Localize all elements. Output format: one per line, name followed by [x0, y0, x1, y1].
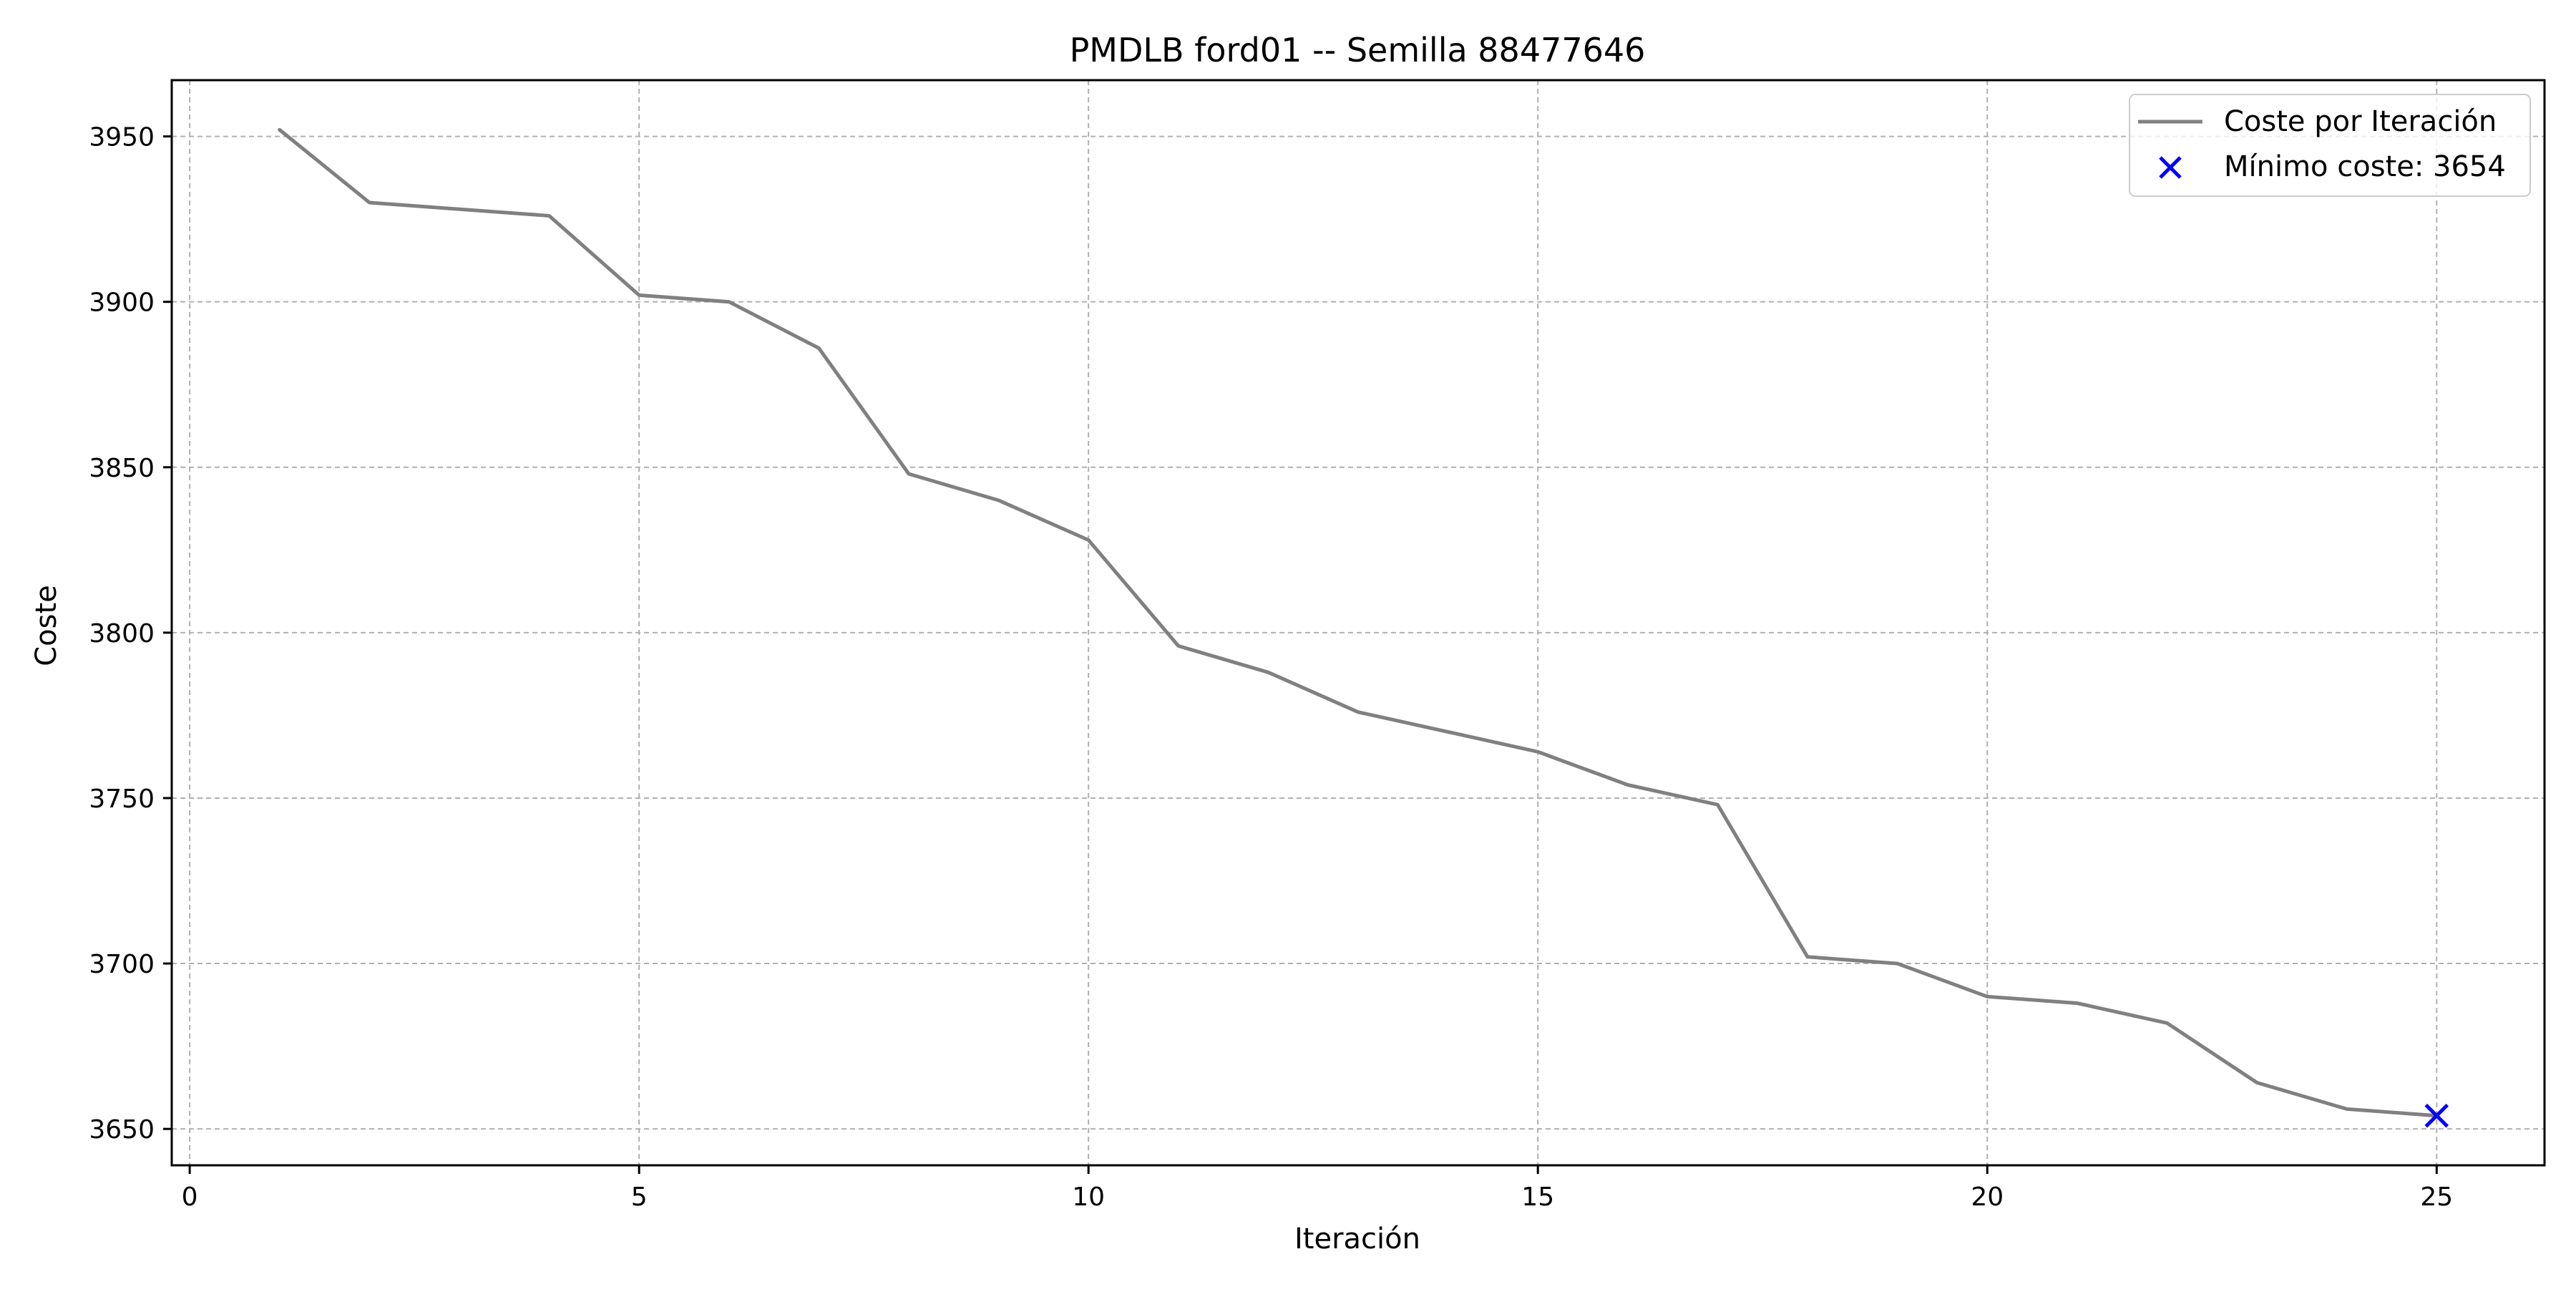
- tick-labels: 0 5 10 15 20 25 3650 3700 3750 3800 3850 3900 3950: [89, 123, 2453, 1212]
- plot-frame: [170, 79, 2546, 1167]
- legend-label-min: Mínimo coste: 3654: [2224, 150, 2506, 183]
- x-tick-label: 15: [1521, 1182, 1554, 1212]
- y-tick-label: 3950: [89, 123, 155, 152]
- series-layer: [278, 127, 2439, 1118]
- y-tick-label: 3750: [89, 785, 155, 814]
- legend-label-series: Coste por Iteración: [2224, 105, 2497, 138]
- x-tick-label: 5: [631, 1182, 648, 1212]
- legend-x-marker-swatch: [2159, 156, 2182, 179]
- y-tick-label: 3650: [89, 1115, 155, 1145]
- x-axis-label: Iteración: [1294, 1223, 1420, 1255]
- y-tick-label: 3700: [89, 950, 155, 979]
- x-tick-label: 25: [2420, 1182, 2453, 1212]
- y-tick-label: 3800: [89, 619, 155, 649]
- x-tick-label: 10: [1072, 1182, 1105, 1212]
- axes: [163, 79, 2546, 1174]
- legend-box: [2129, 94, 2531, 197]
- y-axis-label: Coste: [30, 585, 63, 666]
- marker-layer: [2424, 1103, 2449, 1128]
- min-cost-marker: [2424, 1103, 2449, 1128]
- y-tick-label: 3850: [89, 454, 155, 483]
- x-tick-label: 0: [182, 1182, 198, 1212]
- chart-title: PMDLB ford01 -- Semilla 88477646: [1070, 31, 1646, 69]
- legend: Coste por Iteración Mínimo coste: 3654: [2129, 94, 2531, 197]
- x-tick-label: 20: [1971, 1182, 2004, 1212]
- grid-lines: [172, 80, 2545, 1165]
- y-tick-label: 3900: [89, 288, 155, 318]
- min-marker-stroke: [2424, 1103, 2449, 1128]
- series-line: [278, 127, 2439, 1118]
